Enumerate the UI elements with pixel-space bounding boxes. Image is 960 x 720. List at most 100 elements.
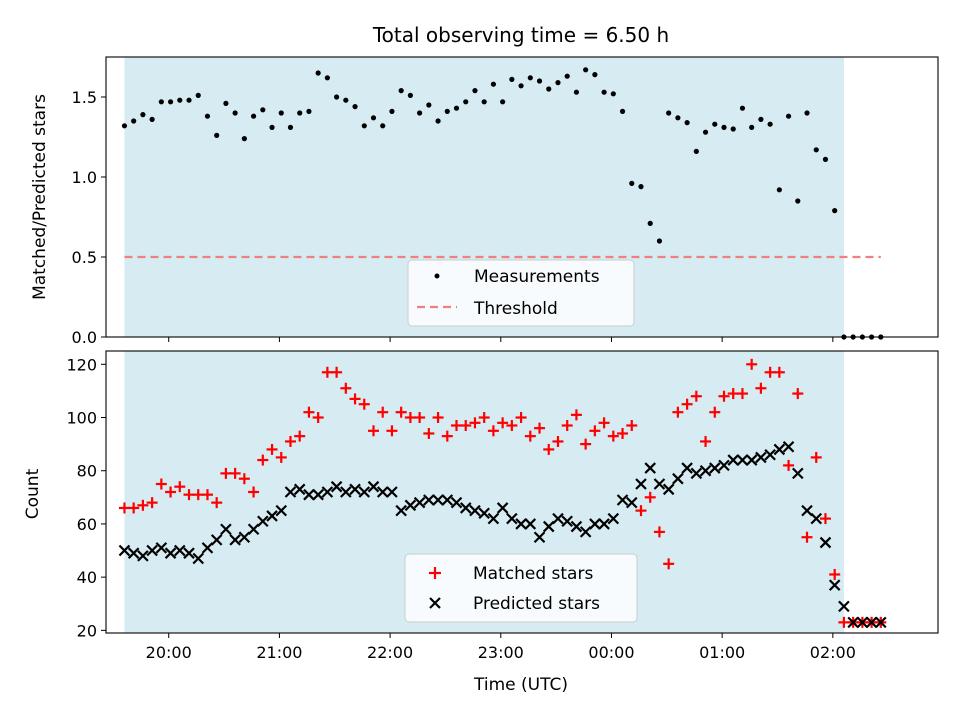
matched-star-point: [340, 382, 352, 394]
measurement-point: [758, 116, 764, 122]
matched-star-point: [580, 438, 592, 450]
bottom-y-axis-label: Count: [23, 468, 43, 519]
measurement-point: [684, 120, 690, 126]
measurement-point: [592, 72, 598, 78]
predicted-star-point: [201, 542, 214, 554]
predicted-star-point: [552, 512, 564, 525]
measurement-point: [149, 116, 155, 122]
matched-star-point: [192, 489, 204, 501]
measurement-point: [739, 105, 746, 111]
measurement-point: [730, 126, 736, 132]
measurement-point: [776, 187, 782, 193]
predicted-star-point: [607, 512, 620, 525]
top-legend: Measurements Threshold: [407, 259, 635, 327]
matched-star-point: [819, 513, 831, 525]
predicted-star-point: [644, 462, 656, 474]
measurement-point: [536, 78, 543, 84]
matched-star-point: [183, 489, 195, 501]
matched-star-point: [312, 412, 324, 424]
predicted-star-point: [312, 488, 324, 501]
measurement-point: [260, 107, 266, 113]
predicted-star-point: [220, 523, 232, 536]
predicted-star-point: [875, 616, 887, 629]
matched-star-point: [201, 489, 213, 501]
measurement-point: [398, 88, 404, 94]
bottom-x-axis-label: Time (UTC): [473, 675, 568, 695]
measurement-point: [619, 108, 626, 114]
measurement-point: [444, 108, 450, 114]
predicted-star-point: [266, 510, 278, 522]
top-y-axis-label: Matched/Predicted stars: [30, 94, 50, 300]
predicted-star-point: [745, 454, 758, 466]
measurement-point: [518, 83, 524, 89]
matched-star-point: [718, 390, 730, 402]
predicted-star-point: [404, 499, 417, 512]
measurement-point: [131, 118, 137, 124]
predicted-star-point: [865, 616, 878, 629]
measurement-point: [453, 105, 460, 111]
predicted-star-point: [773, 443, 786, 456]
measurement-point: [204, 113, 211, 119]
matched-star-point: [266, 443, 278, 455]
measurement-point: [167, 99, 174, 105]
top-panel: 0.0 0.5 1.0 1.5 Matched/Predicted stars Mea…: [30, 56, 939, 347]
predicted-star-point: [349, 483, 361, 496]
predicted-star-point: [376, 486, 389, 498]
measurement-point: [629, 180, 635, 186]
predicted-star-point: [838, 600, 850, 613]
bot-ytick-label: 40: [77, 568, 97, 587]
legend-matched-label: Matched stars: [473, 564, 593, 584]
measurement-point: [813, 147, 819, 153]
xtick-label: 00:00: [588, 643, 634, 662]
legend-threshold-label: Threshold: [473, 299, 558, 319]
legend-measurements-label: Measurements: [474, 267, 600, 287]
predicted-star-point: [330, 480, 343, 493]
measurement-point: [177, 97, 183, 103]
matched-star-point: [423, 427, 435, 439]
bot-ytick-label: 100: [66, 409, 97, 428]
matched-star-point: [746, 358, 758, 370]
predicted-star-point: [284, 486, 297, 498]
matched-star-point: [303, 406, 315, 418]
measurement-point: [232, 110, 238, 116]
matched-star-point: [137, 499, 149, 511]
measurement-point: [481, 99, 487, 105]
predicted-star-point: [340, 486, 352, 498]
predicted-star-point: [395, 504, 407, 517]
measurement-point: [306, 108, 312, 114]
matched-star-point: [284, 435, 296, 447]
measurement-point: [223, 100, 229, 106]
predicted-star-point: [625, 496, 638, 509]
measurement-point: [573, 89, 580, 95]
matched-star-point: [515, 412, 527, 424]
bot-ytick-label: 80: [77, 462, 97, 481]
measurement-point: [490, 81, 497, 87]
matched-star-point: [386, 425, 398, 437]
measurement-point: [509, 76, 515, 82]
measurement-point: [822, 156, 829, 162]
measurement-point: [527, 75, 533, 81]
predicted-star-point: [432, 494, 444, 506]
predicted-star-point: [441, 494, 454, 506]
matched-star-point: [838, 616, 850, 628]
predicted-star-point: [459, 502, 472, 514]
matched-star-point: [294, 430, 306, 442]
predicted-star-point: [616, 494, 629, 506]
predicted-star-point: [247, 523, 260, 536]
xtick-label: 21:00: [256, 643, 302, 662]
matched-star-point: [792, 388, 804, 400]
measurement-point: [435, 118, 441, 124]
xtick-label: 20:00: [146, 643, 192, 662]
matched-star-point: [727, 388, 739, 400]
measurement-point: [343, 97, 349, 103]
bottom-axes-frame: [105, 350, 939, 634]
matched-star-point: [377, 406, 389, 418]
measurement-point: [767, 121, 773, 127]
measurement-point: [352, 104, 358, 110]
measurement-point: [297, 110, 303, 116]
matched-star-point: [414, 412, 426, 424]
predicted-star-point: [727, 454, 740, 466]
measurement-point: [269, 124, 275, 130]
matched-star-point: [497, 417, 509, 429]
predicted-star-point: [174, 544, 186, 557]
